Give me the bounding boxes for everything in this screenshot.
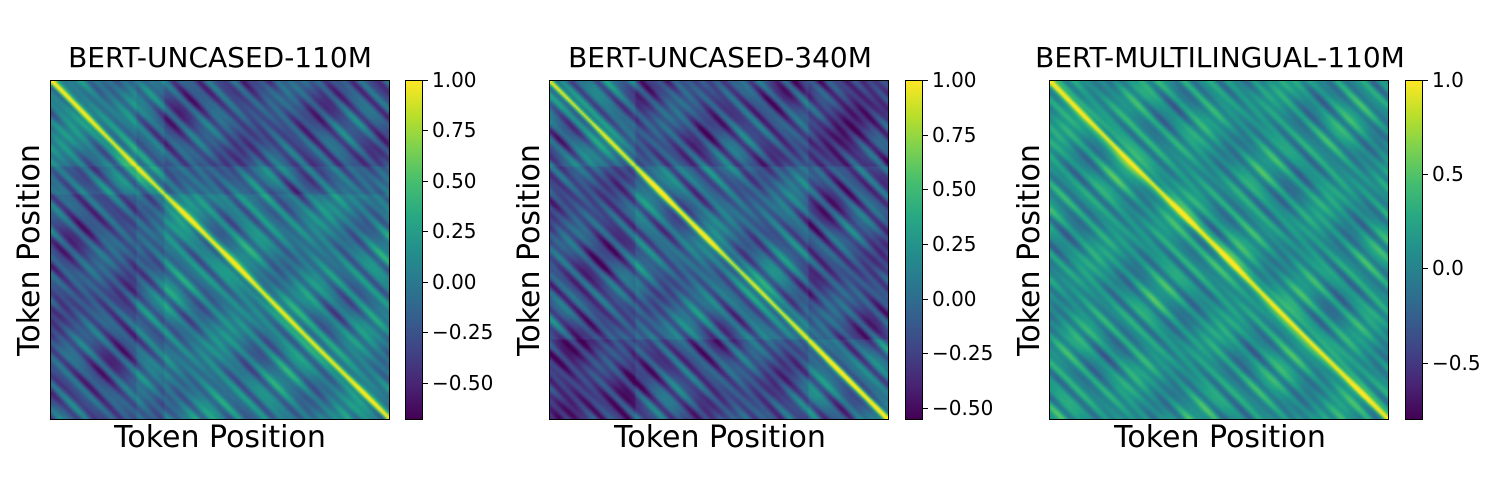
chart-title: BERT-UNCASED-340M bbox=[568, 41, 872, 74]
colorbar-tick bbox=[423, 281, 428, 283]
colorbar-tick-label: −0.50 bbox=[432, 370, 494, 395]
colorbar-tick-label: 0.00 bbox=[932, 286, 977, 311]
colorbar-tick bbox=[923, 244, 928, 246]
colorbar-tick-label: 0.25 bbox=[432, 219, 477, 244]
colorbar-tick-label: 0.50 bbox=[432, 168, 477, 193]
colorbar bbox=[1405, 80, 1423, 420]
colorbar-tick bbox=[1423, 80, 1428, 81]
colorbar-tick-label: −0.50 bbox=[932, 396, 994, 421]
x-axis-label: Token Position bbox=[1114, 420, 1326, 455]
y-axis-label: Token Position bbox=[1012, 144, 1047, 356]
heatmap bbox=[1049, 80, 1389, 420]
colorbar-tick-label: 1.00 bbox=[432, 68, 477, 92]
colorbar-tick bbox=[423, 180, 428, 182]
x-axis-label: Token Position bbox=[114, 420, 326, 455]
colorbar-tick bbox=[1423, 174, 1428, 176]
colorbar-tick-label: 0.00 bbox=[432, 269, 477, 294]
colorbar-tick bbox=[423, 80, 428, 81]
chart-title: BERT-UNCASED-110M bbox=[68, 41, 372, 74]
colorbar-tick-label: 1.0 bbox=[1432, 68, 1464, 92]
chart-title: BERT-MULTILINGUAL-110M bbox=[1035, 41, 1405, 74]
colorbar-tick-label: 1.00 bbox=[932, 68, 977, 92]
colorbar-tick bbox=[923, 80, 928, 81]
colorbar bbox=[905, 80, 923, 420]
y-axis-label: Token Position bbox=[12, 144, 47, 356]
colorbar-tick bbox=[923, 408, 928, 410]
colorbar-tick bbox=[923, 298, 928, 300]
heatmap bbox=[50, 80, 390, 420]
colorbar bbox=[405, 80, 423, 420]
colorbar-tick-label: 0.50 bbox=[932, 177, 977, 202]
y-axis-label: Token Position bbox=[512, 144, 547, 356]
panel-bert-uncased-110m: BERT-UNCASED-110M Token Position Token P… bbox=[0, 0, 500, 500]
colorbar-tick-label: 0.75 bbox=[932, 122, 977, 147]
colorbar-tick bbox=[923, 189, 928, 191]
colorbar-tick bbox=[923, 134, 928, 136]
colorbar-tick bbox=[1423, 362, 1428, 364]
colorbar-tick-label: 0.25 bbox=[932, 232, 977, 257]
colorbar-tick-label: −0.25 bbox=[432, 320, 494, 345]
colorbar-tick bbox=[1423, 268, 1428, 270]
x-axis-label: Token Position bbox=[614, 420, 826, 455]
panel-bert-multilingual-110m: BERT-MULTILINGUAL-110M Token Position To… bbox=[1000, 0, 1500, 500]
colorbar-tick-label: 0.0 bbox=[1432, 256, 1464, 281]
heatmap bbox=[549, 80, 889, 420]
colorbar-tick-label: −0.25 bbox=[932, 341, 994, 366]
colorbar-tick bbox=[423, 130, 428, 132]
colorbar-tick-label: 0.5 bbox=[1432, 162, 1464, 187]
colorbar-tick bbox=[423, 382, 428, 384]
panel-bert-uncased-340m: BERT-UNCASED-340M Token Position Token P… bbox=[500, 0, 1000, 500]
colorbar-tick bbox=[423, 332, 428, 334]
colorbar-tick bbox=[423, 231, 428, 233]
colorbar-tick bbox=[923, 353, 928, 355]
colorbar-tick-label: −0.5 bbox=[1432, 350, 1481, 375]
colorbar-tick-label: 0.75 bbox=[432, 118, 477, 143]
